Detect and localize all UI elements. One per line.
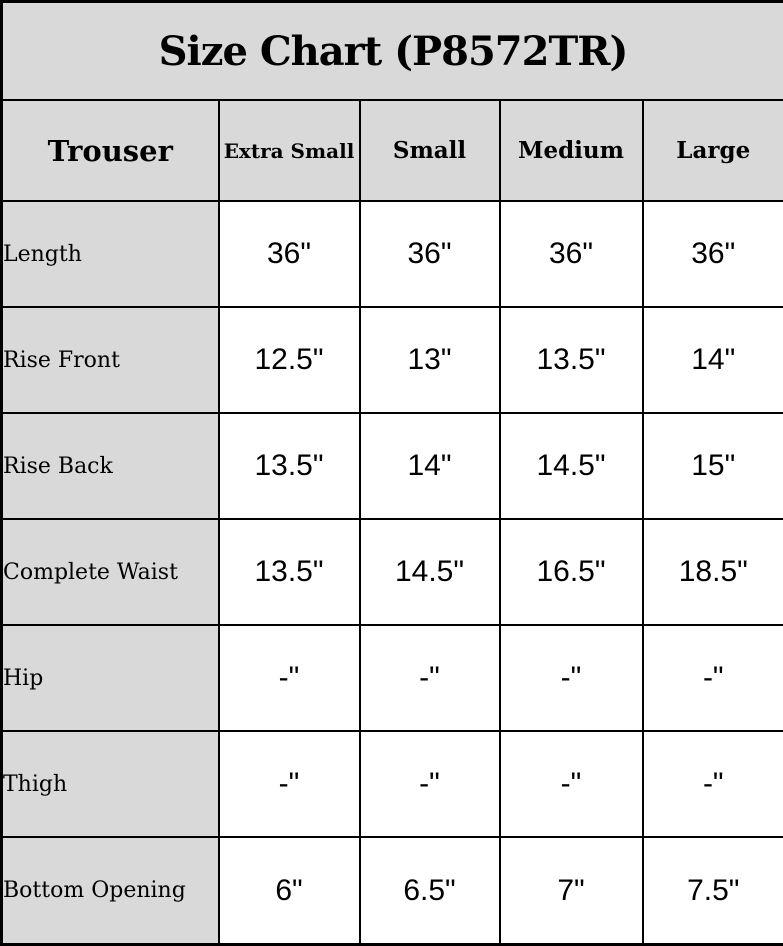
- cell-complete-waist-large: 18.5": [641, 518, 783, 626]
- column-header-medium: Medium: [498, 99, 644, 202]
- row-header-trouser: Trouser: [0, 99, 220, 202]
- row-label-rise-front: Rise Front: [0, 306, 220, 414]
- cell-complete-waist-extra-small: 13.5": [217, 518, 361, 626]
- cell-rise-front-large: 14": [641, 306, 783, 414]
- cell-thigh-extra-small: -": [217, 730, 361, 838]
- column-header-large: Large: [641, 99, 783, 202]
- row-label-complete-waist: Complete Waist: [0, 518, 220, 626]
- header-row: Trouser Extra Small Small Medium Large: [0, 99, 783, 202]
- row-label-thigh: Thigh: [0, 730, 220, 838]
- page-title: Size Chart (P8572TR): [0, 0, 783, 101]
- cell-thigh-small: -": [358, 730, 501, 838]
- table-row-rise-back: Rise Back 13.5" 14" 14.5" 15": [0, 412, 783, 520]
- cell-rise-back-extra-small: 13.5": [217, 412, 361, 520]
- row-label-bottom-opening: Bottom Opening: [0, 836, 220, 946]
- cell-complete-waist-medium: 16.5": [498, 518, 644, 626]
- table-row-bottom-opening: Bottom Opening 6" 6.5" 7" 7.5": [0, 836, 783, 946]
- cell-bottom-opening-extra-small: 6": [217, 836, 361, 946]
- cell-thigh-large: -": [641, 730, 783, 838]
- cell-thigh-medium: -": [498, 730, 644, 838]
- row-label-length: Length: [0, 200, 220, 308]
- cell-length-medium: 36": [498, 200, 644, 308]
- cell-hip-small: -": [358, 624, 501, 732]
- cell-rise-front-medium: 13.5": [498, 306, 644, 414]
- column-header-extra-small: Extra Small: [217, 99, 361, 202]
- row-label-hip: Hip: [0, 624, 220, 732]
- table-row-hip: Hip -" -" -" -": [0, 624, 783, 732]
- table-row-length: Length 36" 36" 36" 36": [0, 200, 783, 308]
- cell-complete-waist-small: 14.5": [358, 518, 501, 626]
- cell-rise-back-medium: 14.5": [498, 412, 644, 520]
- table-row-thigh: Thigh -" -" -" -": [0, 730, 783, 838]
- table-row-rise-front: Rise Front 12.5" 13" 13.5" 14": [0, 306, 783, 414]
- cell-hip-medium: -": [498, 624, 644, 732]
- cell-length-small: 36": [358, 200, 501, 308]
- cell-rise-back-small: 14": [358, 412, 501, 520]
- cell-hip-extra-small: -": [217, 624, 361, 732]
- column-header-small: Small: [358, 99, 501, 202]
- cell-bottom-opening-small: 6.5": [358, 836, 501, 946]
- cell-rise-front-extra-small: 12.5": [217, 306, 361, 414]
- cell-rise-front-small: 13": [358, 306, 501, 414]
- title-row: Size Chart (P8572TR): [0, 0, 783, 101]
- cell-bottom-opening-medium: 7": [498, 836, 644, 946]
- cell-length-extra-small: 36": [217, 200, 361, 308]
- row-label-rise-back: Rise Back: [0, 412, 220, 520]
- cell-bottom-opening-large: 7.5": [641, 836, 783, 946]
- table-row-complete-waist: Complete Waist 13.5" 14.5" 16.5" 18.5": [0, 518, 783, 626]
- cell-rise-back-large: 15": [641, 412, 783, 520]
- cell-hip-large: -": [641, 624, 783, 732]
- cell-length-large: 36": [641, 200, 783, 308]
